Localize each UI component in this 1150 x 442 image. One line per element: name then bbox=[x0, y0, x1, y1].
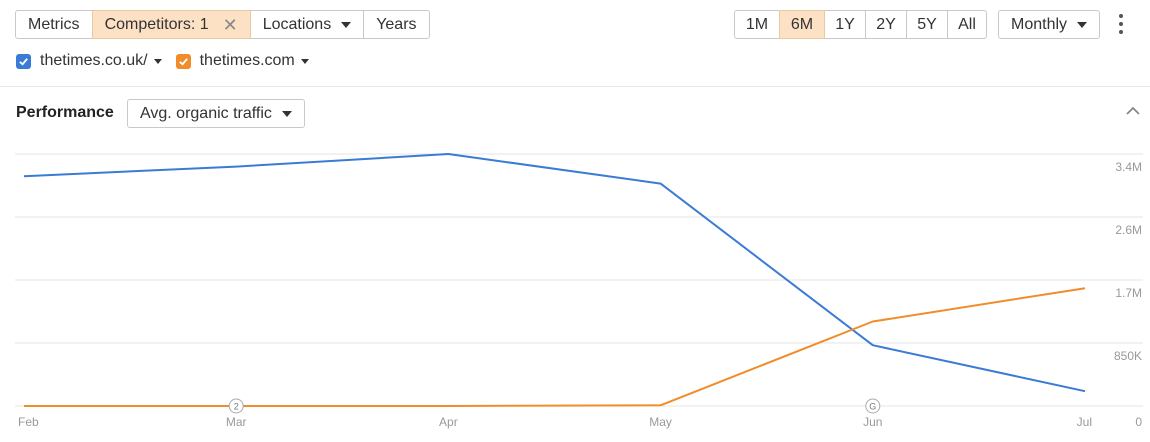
date-range-selector: 1M 6M 1Y 2Y 5Y All bbox=[734, 10, 987, 39]
more-options-icon[interactable] bbox=[1113, 12, 1129, 36]
annotation-marker bbox=[228, 398, 244, 414]
metrics-button[interactable]: Metrics bbox=[15, 10, 93, 39]
section-divider bbox=[0, 86, 1150, 87]
metric-dropdown[interactable]: Avg. organic traffic bbox=[127, 99, 305, 128]
checkbox-icon[interactable] bbox=[175, 53, 191, 69]
years-button[interactable]: Years bbox=[363, 10, 430, 39]
filter-toolbar: Metrics Competitors: 1 ✕ Locations Years bbox=[15, 10, 430, 39]
x-tick-label: Jun bbox=[863, 415, 882, 429]
chevron-down-icon bbox=[1077, 21, 1088, 28]
range-6m-button[interactable]: 6M bbox=[779, 10, 825, 39]
range-5y-button[interactable]: 5Y bbox=[906, 10, 948, 39]
y-tick-label: 3.4M bbox=[1115, 160, 1142, 174]
interval-dropdown[interactable]: Monthly bbox=[998, 10, 1101, 39]
range-1y-button[interactable]: 1Y bbox=[824, 10, 866, 39]
y-tick-label: 850K bbox=[1114, 349, 1142, 363]
range-2y-button[interactable]: 2Y bbox=[865, 10, 907, 39]
range-label: 1M bbox=[745, 15, 769, 33]
x-tick-label: Mar bbox=[226, 415, 247, 429]
y-tick-label: 0 bbox=[1135, 415, 1142, 429]
legend-label: thetimes.co.uk/ bbox=[40, 52, 148, 69]
y-tick-label: 2.6M bbox=[1115, 223, 1142, 237]
annotation-label: G bbox=[869, 402, 876, 412]
x-tick-label: Feb bbox=[18, 415, 39, 429]
metric-label: Avg. organic traffic bbox=[140, 104, 272, 122]
series-line-0 bbox=[23, 153, 1086, 393]
interval-label: Monthly bbox=[1011, 15, 1068, 33]
series-legend: thetimes.co.uk/ thetimes.com bbox=[16, 52, 323, 70]
annotation-label: 2 bbox=[234, 402, 239, 412]
traffic-line-chart: 0 850K 1.7M 2.6M 3.4M Feb Mar Apr May Jun Jul 2 G bbox=[15, 153, 1143, 429]
range-label: 2Y bbox=[876, 15, 896, 33]
range-label: 5Y bbox=[917, 15, 937, 33]
checkbox-icon[interactable] bbox=[16, 53, 31, 69]
legend-item-thetimes-co-uk[interactable]: thetimes.co.uk/ bbox=[16, 52, 162, 70]
range-1m-button[interactable]: 1M bbox=[734, 10, 780, 39]
x-tick-label: Jul bbox=[1077, 415, 1092, 429]
legend-label: thetimes.com bbox=[199, 52, 295, 69]
y-tick-label: 1.7M bbox=[1115, 286, 1142, 300]
chevron-up-icon[interactable] bbox=[1124, 104, 1142, 118]
chevron-down-icon[interactable] bbox=[153, 58, 162, 64]
chevron-down-icon[interactable] bbox=[300, 58, 309, 64]
locations-dropdown[interactable]: Locations bbox=[249, 10, 365, 39]
competitors-label: Competitors: 1 bbox=[104, 15, 209, 33]
competitors-button[interactable]: Competitors: 1 ✕ bbox=[91, 10, 251, 39]
x-tick-label: Apr bbox=[439, 415, 458, 429]
section-title: Performance bbox=[16, 104, 114, 121]
metrics-label: Metrics bbox=[28, 15, 80, 33]
chevron-down-icon bbox=[281, 110, 292, 117]
chevron-down-icon bbox=[341, 21, 352, 28]
close-icon[interactable]: ✕ bbox=[222, 14, 238, 35]
annotation-marker bbox=[865, 398, 881, 414]
locations-label: Locations bbox=[262, 15, 332, 33]
range-label: 1Y bbox=[835, 15, 855, 33]
years-label: Years bbox=[376, 15, 417, 33]
legend-item-thetimes-com[interactable]: thetimes.com bbox=[175, 52, 309, 70]
series-line-1 bbox=[24, 287, 1086, 407]
x-tick-label: May bbox=[649, 415, 672, 429]
range-all-button[interactable]: All bbox=[947, 10, 987, 39]
range-label: All bbox=[958, 15, 976, 33]
range-label: 6M bbox=[790, 15, 814, 33]
